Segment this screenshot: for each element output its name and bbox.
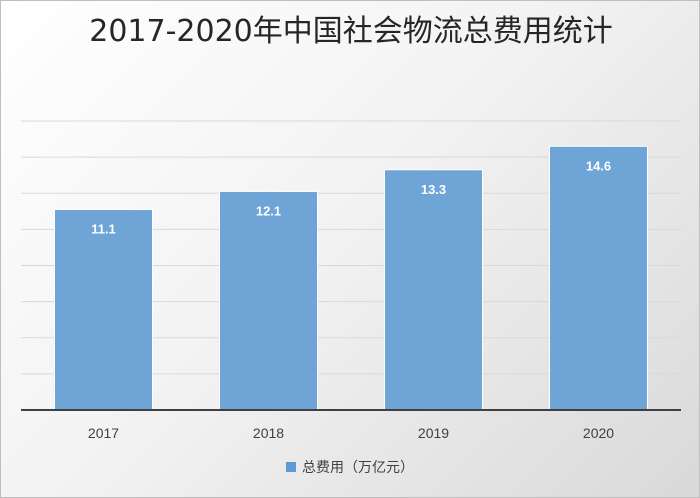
data-label-2019: 13.3 <box>421 182 446 197</box>
legend-swatch <box>286 462 296 472</box>
data-label-2020: 14.6 <box>586 158 611 173</box>
bars: 11.1 12.1 13.3 14.6 <box>54 145 648 411</box>
x-tick-2020: 2020 <box>583 425 614 441</box>
data-label-2017: 11.1 <box>91 222 116 237</box>
x-tick-2018: 2018 <box>253 425 284 441</box>
data-label-2018: 12.1 <box>256 203 281 218</box>
bar-2020 <box>549 145 648 411</box>
legend: 总费用（万亿元） <box>1 457 699 477</box>
bar-2017 <box>54 209 153 411</box>
x-tick-labels: 2017 2018 2019 2020 <box>88 425 614 441</box>
bar-2019 <box>384 169 483 411</box>
bar-2018 <box>219 190 318 411</box>
x-tick-2019: 2019 <box>418 425 449 441</box>
chart-title: 2017-2020年中国社会物流总费用统计 <box>89 14 613 49</box>
x-tick-2017: 2017 <box>88 425 119 441</box>
legend-label: 总费用（万亿元） <box>302 460 414 476</box>
